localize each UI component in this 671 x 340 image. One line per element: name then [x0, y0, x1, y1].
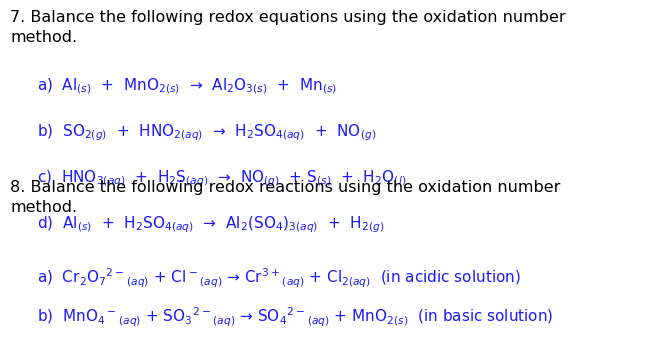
Text: d)  Al$_{(s)}$  +  H$_2$SO$_{4(aq)}$  →  Al$_2$(SO$_4$)$_{3(aq)}$  +  H$_{2(g)}$: d) Al$_{(s)}$ + H$_2$SO$_{4(aq)}$ → Al$_…	[37, 214, 384, 235]
Text: 7. Balance the following redox equations using the oxidation number
method.: 7. Balance the following redox equations…	[10, 10, 566, 45]
Text: 8. Balance the following redox reactions using the oxidation number
method.: 8. Balance the following redox reactions…	[10, 180, 560, 215]
Text: a)  Cr$_2$O$_7$$^{2-}$$_{(aq)}$ + Cl$^-$$_{(aq)}$ → Cr$^{3+}$$_{(aq)}$ + Cl$_{2(: a) Cr$_2$O$_7$$^{2-}$$_{(aq)}$ + Cl$^-$$…	[37, 267, 521, 290]
Text: c)  HNO$_{3(aq)}$  +  H$_2$S$_{(aq)}$  →  NO$_{(g)}$  + S$_{(s)}$  +  H$_2$O$_{(: c) HNO$_{3(aq)}$ + H$_2$S$_{(aq)}$ → NO$…	[37, 168, 406, 189]
Text: b)  MnO$_4$$^-$$_{(aq)}$ + SO$_3$$^{2-}$$_{(aq)}$ → SO$_4$$^{2-}$$_{(aq)}$ + MnO: b) MnO$_4$$^-$$_{(aq)}$ + SO$_3$$^{2-}$$…	[37, 306, 554, 329]
Text: a)  Al$_{(s)}$  +  MnO$_{2(s)}$  →  Al$_2$O$_{3(s)}$  +  Mn$_{(s)}$: a) Al$_{(s)}$ + MnO$_{2(s)}$ → Al$_2$O$_…	[37, 76, 337, 96]
Text: b)  SO$_{2(g)}$  +  HNO$_{2(aq)}$  →  H$_2$SO$_{4(aq)}$  +  NO$_{(g)}$: b) SO$_{2(g)}$ + HNO$_{2(aq)}$ → H$_2$SO…	[37, 122, 376, 143]
